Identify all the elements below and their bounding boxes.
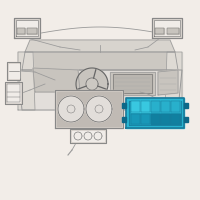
Polygon shape <box>171 101 180 112</box>
Polygon shape <box>14 18 40 38</box>
Polygon shape <box>72 131 104 141</box>
Polygon shape <box>126 98 184 128</box>
Polygon shape <box>18 70 182 110</box>
Polygon shape <box>122 103 126 108</box>
Polygon shape <box>141 101 150 112</box>
Polygon shape <box>7 62 20 80</box>
Polygon shape <box>151 114 160 124</box>
Polygon shape <box>83 90 102 110</box>
Polygon shape <box>7 84 20 102</box>
Polygon shape <box>33 68 80 92</box>
Polygon shape <box>165 52 182 110</box>
Polygon shape <box>27 28 37 34</box>
Polygon shape <box>18 52 35 110</box>
Polygon shape <box>25 40 175 52</box>
Polygon shape <box>167 28 179 34</box>
Polygon shape <box>171 114 180 124</box>
Polygon shape <box>22 52 178 70</box>
Polygon shape <box>58 96 84 122</box>
Polygon shape <box>55 90 123 128</box>
Polygon shape <box>151 101 160 112</box>
Polygon shape <box>16 20 38 36</box>
Polygon shape <box>161 114 170 124</box>
Polygon shape <box>155 28 164 34</box>
Polygon shape <box>141 114 150 124</box>
Polygon shape <box>57 92 121 126</box>
Polygon shape <box>8 64 18 78</box>
Polygon shape <box>131 101 140 112</box>
Polygon shape <box>158 70 178 95</box>
Polygon shape <box>76 68 108 100</box>
Polygon shape <box>122 117 126 122</box>
Polygon shape <box>110 72 155 95</box>
Polygon shape <box>86 96 112 122</box>
Polygon shape <box>129 101 181 125</box>
Polygon shape <box>131 114 140 124</box>
Polygon shape <box>184 117 188 122</box>
Polygon shape <box>86 78 98 90</box>
Polygon shape <box>17 28 25 34</box>
Polygon shape <box>152 18 182 38</box>
Polygon shape <box>184 103 188 108</box>
Polygon shape <box>5 82 22 104</box>
Polygon shape <box>113 74 152 93</box>
Polygon shape <box>161 101 170 112</box>
Polygon shape <box>70 129 106 143</box>
Polygon shape <box>154 20 180 36</box>
